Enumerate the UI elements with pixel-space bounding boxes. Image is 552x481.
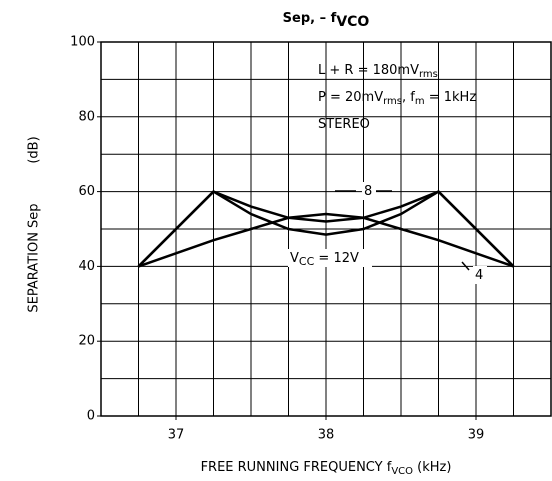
text-part: rms [383,96,402,107]
text-part: VCO [336,14,369,30]
x-tick-label: 38 [318,428,335,443]
series-label: 4 [475,268,483,283]
y-tick-label: 20 [78,334,95,349]
label-bg [473,266,487,284]
series-line [137,190,515,268]
y-axis-label: SEPARATION Sep [27,203,42,312]
y-tick-label: 100 [70,35,95,50]
x-tick-label: 37 [168,428,185,443]
series-label: 8 [364,184,372,199]
series-line [138,212,514,268]
y-tick-label: 40 [78,259,95,274]
text-part: V [290,251,299,266]
text-part: (kHz) [413,460,451,475]
text-part: = 1kHz [425,90,477,105]
text-part: FREE RUNNING FREQUENCY f [201,460,392,475]
text-part: = 12V [314,251,359,266]
text-part: STEREO [318,117,370,132]
y-axis-unit: (dB) [27,136,42,163]
text-part: CC [299,255,315,268]
text-part: P = 20mV [318,90,383,105]
leader-line [461,261,470,271]
label-bg [288,249,372,267]
series-label: VCC = 12V [290,251,359,269]
annotation: STEREO [318,117,370,132]
y-tick-label: 0 [87,409,95,424]
x-tick-label: 39 [468,428,485,443]
text-part: Sep, – f [283,11,337,26]
label-bg [362,182,376,200]
text-part: m [415,96,425,107]
x-axis-label: FREE RUNNING FREQUENCY fVCO (kHz) [201,460,452,478]
chart-title: Sep, – fVCO [283,11,370,31]
text-part: rms [419,69,438,80]
annotation: P = 20mVrms, fm = 1kHz [318,90,476,108]
text-part: L + R = 180mV [318,63,419,78]
y-tick-label: 60 [78,184,95,199]
text-part: 4 [475,268,483,283]
annotation: L + R = 180mVrms [318,63,438,81]
y-tick-label: 80 [78,109,95,124]
series-line [137,190,515,268]
text-part: , f [402,90,415,105]
text-part: VCO [391,466,413,477]
text-part: 8 [364,184,372,199]
